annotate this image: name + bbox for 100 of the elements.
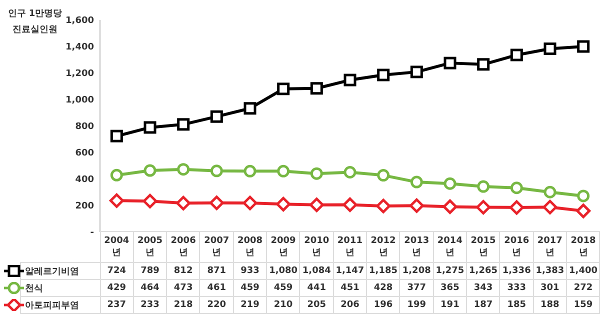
point — [277, 82, 290, 96]
data-label: 459 — [233, 280, 267, 296]
data-label: 464 — [133, 280, 167, 296]
y-tick-label: - — [90, 228, 94, 238]
data-label: 441 — [300, 280, 334, 296]
data-label: 1,147 — [333, 262, 367, 280]
x-tick-label: 2018년 — [566, 232, 600, 262]
y-tick-label: 1,400 — [66, 42, 94, 52]
x-tick-label: 2010년 — [300, 232, 334, 262]
data-label: 185 — [500, 296, 534, 314]
x-tick-label: 2011년 — [333, 232, 367, 262]
x-tick-label: 2008년 — [233, 232, 267, 262]
legend-label: 아토피피부염 — [25, 300, 79, 310]
data-label: 272 — [566, 280, 600, 296]
data-label: 187 — [466, 296, 500, 314]
data-label: 1,084 — [300, 262, 334, 280]
point — [110, 130, 123, 142]
point — [242, 196, 258, 210]
data-label: 1,208 — [400, 262, 434, 280]
y-tick-label: 200 — [75, 202, 94, 212]
data-label: 871 — [200, 262, 234, 280]
y-tick-label: 1,000 — [66, 96, 94, 106]
point — [244, 164, 256, 178]
point — [477, 180, 490, 193]
data-label: 206 — [333, 296, 367, 314]
point — [144, 121, 156, 134]
y-tick-label: 800 — [75, 122, 94, 132]
point — [276, 196, 291, 212]
point — [109, 193, 124, 208]
data-label: 333 — [500, 280, 534, 296]
chart-title: 인구 1만명당 진료실인원 — [6, 8, 64, 37]
legend-label: 알레르기비염 — [25, 266, 79, 276]
point — [309, 198, 324, 212]
point — [142, 194, 158, 208]
x-tick-label: 2013년 — [400, 232, 434, 262]
data-label: 933 — [233, 262, 267, 280]
point — [476, 200, 491, 214]
data-label: 377 — [400, 280, 434, 296]
point — [277, 164, 290, 178]
point — [444, 177, 456, 190]
data-label: 218 — [166, 296, 200, 314]
point — [377, 68, 390, 82]
point — [310, 167, 323, 180]
x-tick-label: 2005년 — [133, 232, 167, 262]
x-tick-label: 2012년 — [366, 232, 400, 262]
point — [510, 182, 523, 194]
data-label: 210 — [266, 296, 300, 314]
data-label: 1,265 — [466, 262, 500, 280]
point — [544, 42, 556, 56]
point — [344, 166, 356, 178]
point — [442, 199, 458, 214]
y-tick-label: 1,200 — [66, 69, 94, 79]
x-tick-label: 2004년 — [100, 232, 134, 262]
y-tick-label: 1,600 — [66, 16, 94, 26]
point — [444, 56, 456, 70]
data-label: 1,383 — [533, 262, 567, 280]
point — [377, 169, 390, 182]
data-label: 237 — [100, 296, 134, 314]
x-tick-label: 2016년 — [500, 232, 534, 262]
data-label: 196 — [366, 296, 400, 314]
point — [209, 196, 224, 210]
data-label: 1,400 — [566, 262, 600, 280]
data-label: 451 — [333, 280, 367, 296]
point — [210, 110, 223, 123]
data-label: 789 — [133, 262, 167, 280]
data-label: 812 — [166, 262, 200, 280]
point — [210, 164, 223, 178]
data-label: 188 — [533, 296, 567, 314]
data-label: 473 — [166, 280, 200, 296]
data-label: 1,336 — [500, 262, 534, 280]
point — [509, 200, 524, 215]
point — [244, 102, 256, 115]
point — [177, 163, 190, 176]
data-label: 365 — [433, 280, 467, 296]
point — [376, 198, 391, 214]
point — [576, 204, 591, 218]
x-tick-label: 2015년 — [466, 232, 500, 262]
data-label: 429 — [100, 280, 134, 296]
point — [144, 164, 156, 177]
data-label: 461 — [200, 280, 234, 296]
data-label: 159 — [566, 296, 600, 314]
point — [409, 198, 424, 213]
data-label: 191 — [433, 296, 467, 314]
point — [477, 58, 490, 71]
data-label: 428 — [366, 280, 400, 296]
point — [110, 168, 123, 182]
data-label: 219 — [233, 296, 267, 314]
data-label: 233 — [133, 296, 167, 314]
x-tick-label: 2009년 — [266, 232, 300, 262]
point — [344, 74, 356, 86]
x-tick-label: 2007년 — [200, 232, 234, 262]
x-tick-label: 2006년 — [166, 232, 200, 262]
point — [177, 118, 190, 131]
y-tick-label: 600 — [75, 148, 94, 158]
data-label: 1,275 — [433, 262, 467, 280]
point — [410, 66, 423, 78]
data-label: 205 — [300, 296, 334, 314]
point — [310, 82, 323, 95]
point — [577, 40, 590, 53]
legend-label: 천식 — [25, 284, 43, 294]
